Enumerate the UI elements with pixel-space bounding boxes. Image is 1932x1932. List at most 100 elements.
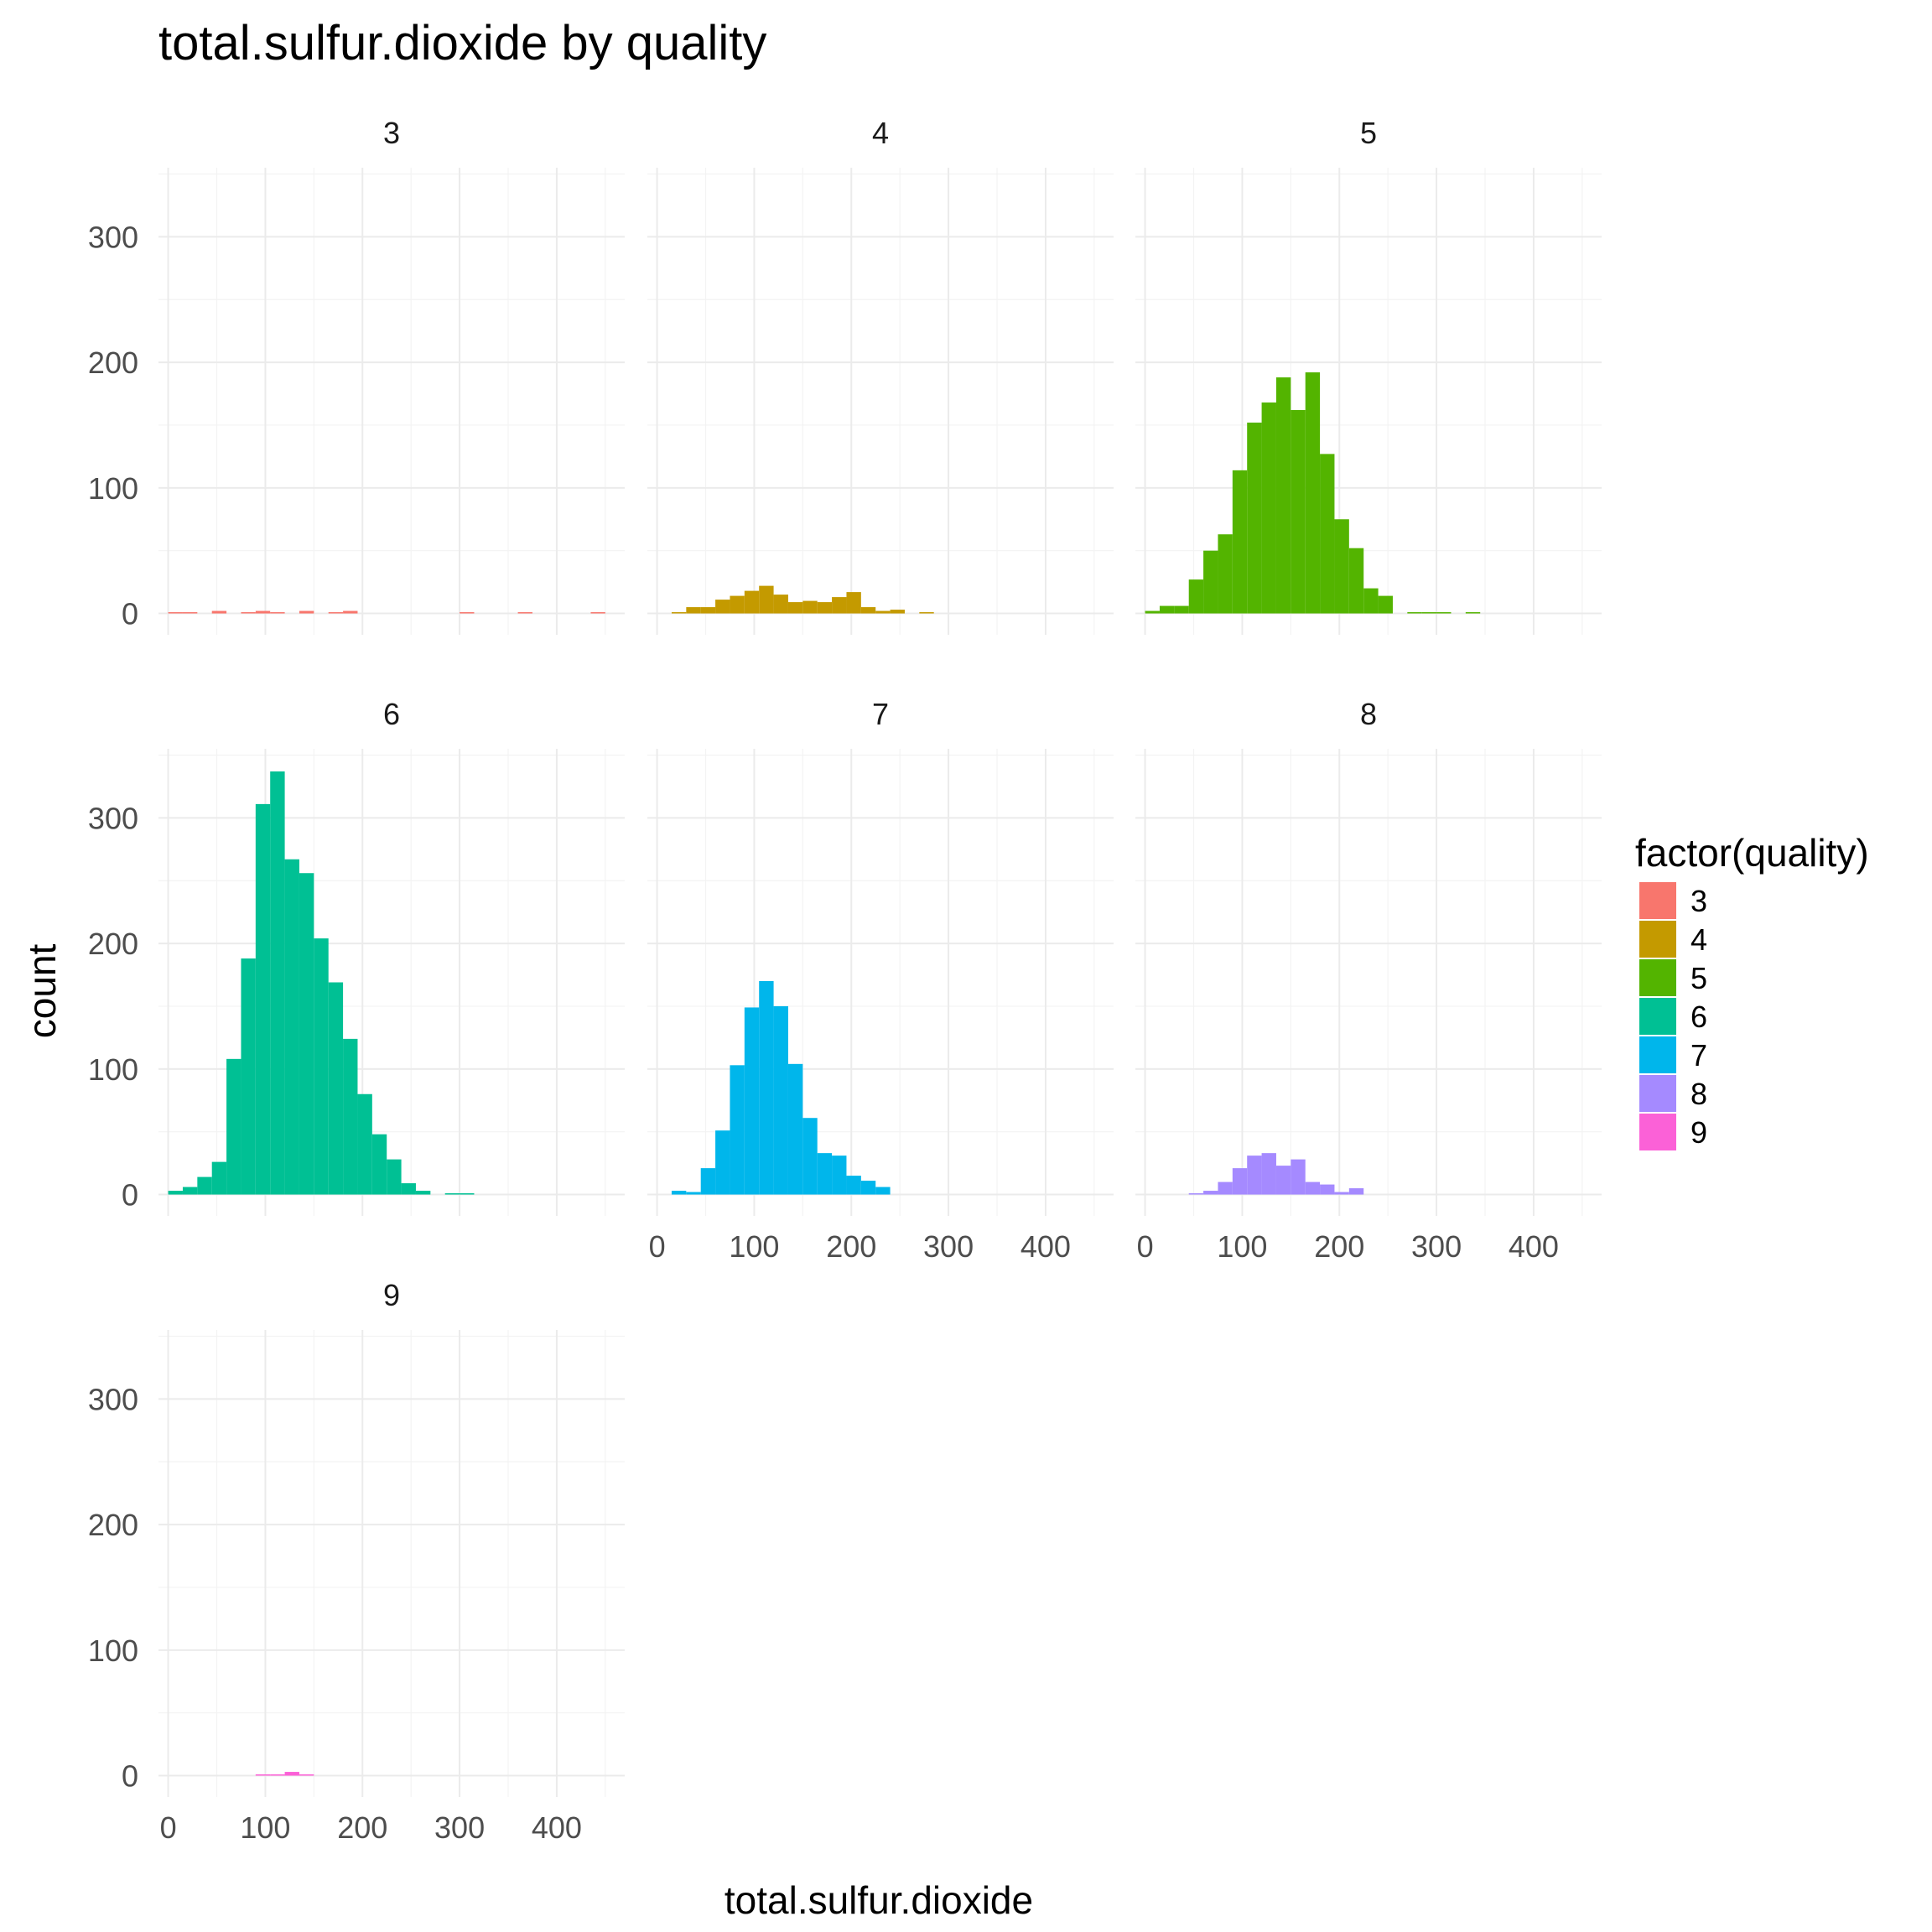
histogram-bar (1378, 595, 1393, 614)
histogram-bar (241, 612, 256, 614)
histogram-bar (1407, 612, 1422, 614)
x-tick-label: 0 (160, 1810, 177, 1845)
histogram-bar (686, 1192, 701, 1195)
histogram-bar (715, 600, 730, 614)
histogram-bar (371, 1134, 387, 1195)
y-tick-label: 0 (122, 1178, 138, 1213)
histogram-bar (270, 612, 285, 614)
legend-swatch-8 (1639, 1075, 1676, 1112)
histogram-bar (759, 585, 774, 614)
histogram-bar (1305, 372, 1321, 614)
histogram-bar (1159, 605, 1175, 614)
histogram-bar (802, 1118, 818, 1195)
histogram-bar (1261, 402, 1276, 614)
legend-swatch-4 (1639, 921, 1676, 958)
histogram-bar (197, 1176, 212, 1195)
histogram-bar (168, 612, 183, 614)
facet-strip-label: 7 (872, 697, 889, 731)
facet-panel-7: 7 0 100 200 300 400 (647, 697, 1114, 1264)
histogram-bar (211, 1161, 227, 1195)
legend-swatch-6 (1639, 998, 1676, 1035)
histogram-bar (1465, 612, 1481, 614)
histogram-bar (671, 612, 687, 614)
histogram-bar (1436, 612, 1452, 614)
facet-strip-label: 9 (383, 1278, 400, 1312)
histogram-bar (314, 938, 329, 1195)
histogram-bar (284, 859, 299, 1195)
histogram-bar (1203, 550, 1218, 614)
histogram-bar (1334, 1192, 1349, 1195)
histogram-bar (1334, 519, 1349, 614)
histogram-bar (270, 771, 285, 1195)
histogram-bar (343, 610, 358, 614)
histogram-bar (817, 1153, 833, 1195)
facet-panel-8: 8 0 100 200 300 400 (1135, 697, 1602, 1264)
histogram-bar (671, 1191, 687, 1195)
x-tick-label: 400 (1021, 1229, 1071, 1264)
histogram-bar (401, 1183, 416, 1195)
histogram-bar (182, 612, 198, 614)
legend-title: factor(quality) (1635, 831, 1869, 875)
x-tick-label: 100 (240, 1810, 290, 1845)
histogram-bar (1291, 1159, 1306, 1195)
histogram-bar (919, 612, 934, 614)
histogram-bar (299, 873, 314, 1195)
histogram-bar (1348, 1188, 1364, 1195)
histogram-bar (460, 1193, 475, 1195)
histogram-bar (1188, 579, 1204, 614)
legend-label: 6 (1690, 1000, 1707, 1034)
histogram-bar (1203, 1191, 1218, 1195)
histogram-bar (787, 602, 803, 614)
histogram-bar (387, 1159, 402, 1195)
histogram-bar (1275, 1166, 1291, 1195)
facet-panels: 3 0 100 200 300 4 5 6 0 100 200 300 7 0 100 200 300 400 8 0… (88, 116, 1602, 1845)
histogram-bar (715, 1130, 730, 1195)
y-tick-label: 0 (122, 597, 138, 631)
histogram-bar (226, 1058, 242, 1195)
y-tick-label: 100 (88, 1633, 138, 1668)
histogram-bar (1261, 1153, 1276, 1195)
histogram-bar (1218, 534, 1233, 614)
facet-panel-5: 5 (1135, 116, 1602, 635)
histogram-bar (890, 610, 905, 614)
histogram-bar (357, 1093, 372, 1195)
histogram-bar (773, 595, 788, 614)
histogram-bar (1320, 1184, 1335, 1195)
histogram-bar (730, 595, 745, 614)
histogram-bar (875, 610, 891, 614)
y-axis-title: count (20, 944, 64, 1039)
histogram-bar (773, 1005, 788, 1195)
legend: factor(quality) 3 4 5 6 7 8 9 (1635, 831, 1869, 1150)
histogram-bar (299, 1774, 314, 1776)
histogram-bar (860, 607, 876, 614)
facet-strip-label: 8 (1360, 697, 1377, 731)
histogram-bar (846, 592, 861, 614)
histogram-bar (299, 610, 314, 614)
chart-title: total.sulfur.dioxide by quality (158, 16, 766, 70)
histogram-bar (744, 590, 760, 614)
histogram-bar (590, 612, 605, 614)
histogram-bar (255, 610, 271, 614)
histogram-bar (744, 1007, 760, 1195)
histogram-bar (1247, 1156, 1262, 1195)
histogram-bar (460, 612, 475, 614)
histogram-bar (700, 607, 716, 614)
legend-label: 8 (1690, 1077, 1707, 1111)
histogram-bar (1320, 454, 1335, 614)
histogram-bar (1218, 1182, 1233, 1195)
histogram-bar (1291, 409, 1306, 614)
histogram-bar (1421, 612, 1437, 614)
facet-panel-6: 6 0 100 200 300 (88, 697, 625, 1216)
legend-swatch-3 (1639, 882, 1676, 919)
y-tick-label: 100 (88, 471, 138, 506)
histogram-bar (686, 607, 701, 614)
histogram-bar (517, 612, 532, 614)
facet-panel-9: 9 0 100 200 300 0 100 200 300 400 (88, 1278, 625, 1845)
x-tick-label: 100 (729, 1229, 779, 1264)
histogram-bar (759, 981, 774, 1195)
histogram-bar (700, 1168, 716, 1195)
facet-strip-label: 6 (383, 697, 400, 731)
legend-label: 4 (1690, 922, 1707, 957)
legend-swatch-5 (1639, 959, 1676, 996)
